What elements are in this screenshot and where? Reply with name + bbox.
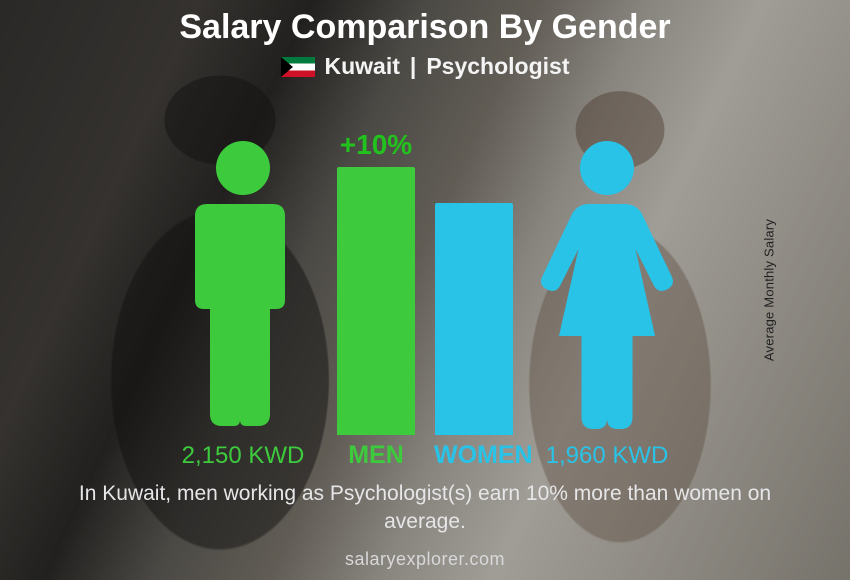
men-bar-col: +10% [336,129,416,435]
subtitle: Kuwait | Psychologist [281,53,570,80]
men-salary: 2,150 KWD [168,442,318,470]
site-link[interactable]: salaryexplorer.com [345,549,505,570]
page-title: Salary Comparison By Gender [179,8,670,47]
men-label: MEN [336,441,416,470]
women-bar [435,203,513,435]
occupation-label: Psychologist [426,53,569,80]
description-text: In Kuwait, men working as Psychologist(s… [45,480,805,535]
male-figure-col [168,135,318,435]
chart-area: +10% [75,80,775,435]
women-bar-col [434,165,514,435]
labels-row: 2,150 KWD MEN WOMEN 1,960 KWD [75,441,775,470]
separator: | [410,53,416,80]
female-figure-col [532,135,682,435]
male-figure-icon [168,135,318,435]
female-figure-icon [532,135,682,435]
infographic-content: Salary Comparison By Gender Kuwait | Psy… [0,0,850,580]
y-axis-label: Average Monthly Salary [761,219,776,361]
difference-label: +10% [340,129,412,163]
country-label: Kuwait [325,53,400,80]
men-bar [337,167,415,435]
women-salary: 1,960 KWD [532,442,682,470]
women-label: WOMEN [434,441,514,470]
kuwait-flag-icon [281,57,315,77]
